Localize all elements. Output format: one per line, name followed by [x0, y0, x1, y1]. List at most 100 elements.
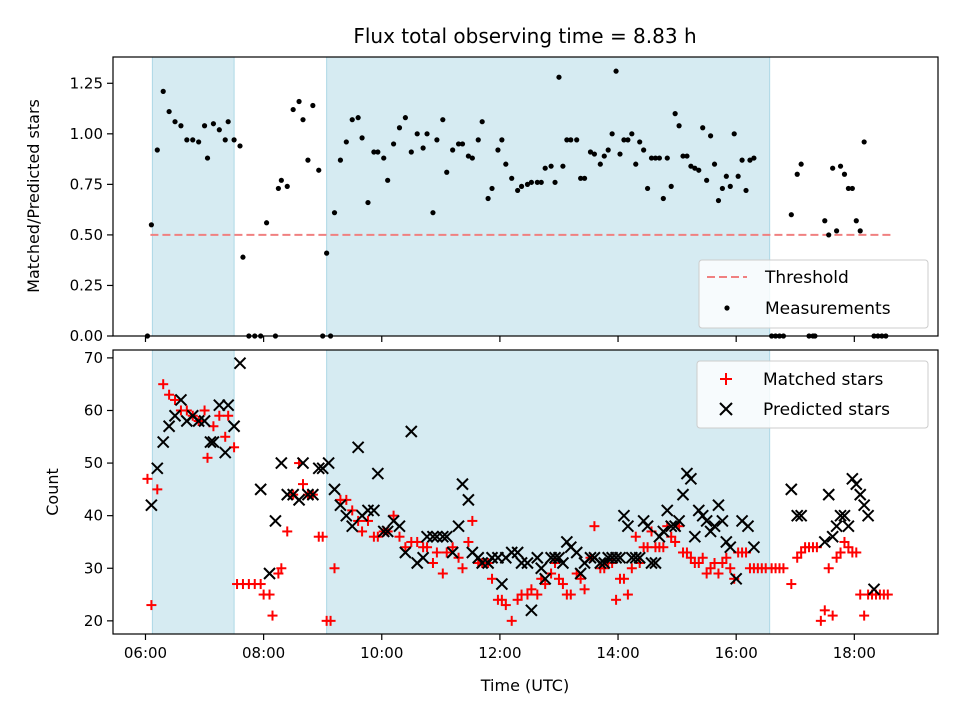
matched-star-point	[851, 547, 862, 558]
predicted-star-point	[838, 509, 851, 522]
predicted-star-point	[649, 556, 662, 570]
predicted-star-point	[221, 399, 235, 412]
measurement-point	[172, 119, 178, 125]
matched-star-point	[223, 410, 234, 421]
predicted-star-point	[834, 509, 847, 522]
matched-star-point	[220, 431, 231, 442]
predicted-star-point	[700, 514, 713, 528]
predicted-star-point	[712, 498, 725, 512]
predicted-star-point	[661, 504, 674, 517]
predicted-star-point	[741, 519, 755, 533]
measurement-point	[518, 183, 525, 189]
measurement-point	[148, 222, 154, 228]
predicted-star-point	[416, 551, 430, 564]
legend-label-measurements: Measurements	[765, 299, 891, 319]
x-tick-label: 10:00	[360, 644, 403, 662]
measurement-point	[190, 137, 196, 143]
predicted-star-point	[511, 546, 524, 559]
measurement-point	[349, 117, 355, 123]
matched-star-point	[199, 405, 210, 416]
measurement-point	[284, 183, 290, 189]
matched-star-point	[496, 594, 507, 605]
measurement-point	[414, 131, 420, 137]
predicted-star-point	[822, 488, 835, 501]
measurement-point	[160, 88, 166, 94]
measurement-point	[731, 131, 737, 137]
measurement-point	[424, 131, 430, 137]
measurement-point	[633, 161, 639, 167]
predicted-star-point	[867, 583, 881, 596]
matched-star-point	[158, 379, 169, 390]
predicted-star-point	[830, 519, 843, 533]
matched-star-point	[697, 552, 708, 563]
predicted-star-point	[340, 509, 353, 522]
y-tick-label: 70	[84, 349, 103, 367]
measurement-point	[166, 108, 172, 115]
predicted-star-point	[334, 498, 347, 512]
matched-star-point	[831, 552, 842, 563]
predicted-star-point	[609, 551, 623, 564]
measurement-point	[408, 149, 414, 155]
matched-star-point	[839, 536, 850, 547]
y-tick-label: 0.50	[70, 226, 103, 244]
measurement-point	[837, 163, 844, 169]
matched-star-point	[298, 479, 309, 490]
bottom-legend: Matched stars Predicted stars	[696, 360, 929, 429]
matched-stars-legend-swatch	[720, 373, 732, 385]
matched-star-point	[152, 484, 163, 495]
measurement-point	[587, 149, 594, 155]
predicted-star-point	[381, 525, 394, 538]
predicted-star-point	[263, 567, 276, 580]
top-y-axis-title: Matched/Predicted stars	[24, 99, 43, 293]
top-x-axis	[144, 336, 855, 342]
predicted-star-point	[729, 572, 743, 585]
measurement-point	[316, 167, 322, 173]
measurement-point	[402, 115, 408, 121]
matched-star-point	[681, 547, 692, 558]
bottom-panel: 20 30 40 50 60 70 06:00 08:00 10:00 12:00 14:00 16…	[43, 349, 939, 695]
measurement-point	[723, 173, 729, 179]
matched-star-point	[859, 610, 870, 621]
matched-star-point	[882, 589, 893, 600]
predicted-star-point	[213, 399, 226, 412]
measurement-point	[613, 68, 619, 74]
measurement-point	[469, 155, 475, 161]
measurement-point	[597, 161, 603, 167]
matched-star-point	[565, 589, 576, 600]
measurement-point	[331, 210, 338, 216]
measurement-point	[556, 74, 562, 80]
x-tick-label: 14:00	[596, 644, 639, 662]
measurement-point	[680, 153, 686, 159]
measurement-point	[375, 149, 381, 155]
top-y-axis: 0.00 0.25 0.50 0.75 1.00 1.25	[70, 74, 113, 345]
matched-star-point	[522, 589, 533, 600]
measurement-point	[440, 117, 446, 123]
measurement-point	[664, 155, 670, 161]
measurement-point	[849, 185, 855, 192]
predicted-star-point	[794, 509, 808, 522]
predicted-star-point	[162, 420, 176, 433]
predicted-star-point	[377, 525, 390, 538]
measurement-point	[739, 157, 745, 163]
measurement-point	[581, 175, 588, 181]
predicted-star-point	[676, 488, 690, 501]
predicted-star-point	[613, 551, 627, 564]
measurement-point	[853, 218, 859, 224]
matched-star-point	[819, 605, 830, 616]
measurement-point	[390, 141, 397, 147]
measurement-point	[225, 119, 231, 125]
measurement-point	[644, 185, 651, 192]
matched-star-point	[372, 531, 383, 542]
measurement-point	[396, 125, 403, 131]
measurements-legend-swatch	[724, 305, 730, 311]
measurement-point	[696, 167, 702, 173]
matched-star-point	[618, 573, 629, 584]
predicted-star-point	[426, 530, 440, 543]
predicted-star-point	[346, 519, 359, 533]
matched-star-point	[815, 615, 826, 626]
predicted-star-point	[233, 356, 247, 370]
predicted-star-point	[617, 509, 631, 522]
measurement-point	[564, 137, 570, 143]
matched-star-point	[701, 568, 712, 579]
